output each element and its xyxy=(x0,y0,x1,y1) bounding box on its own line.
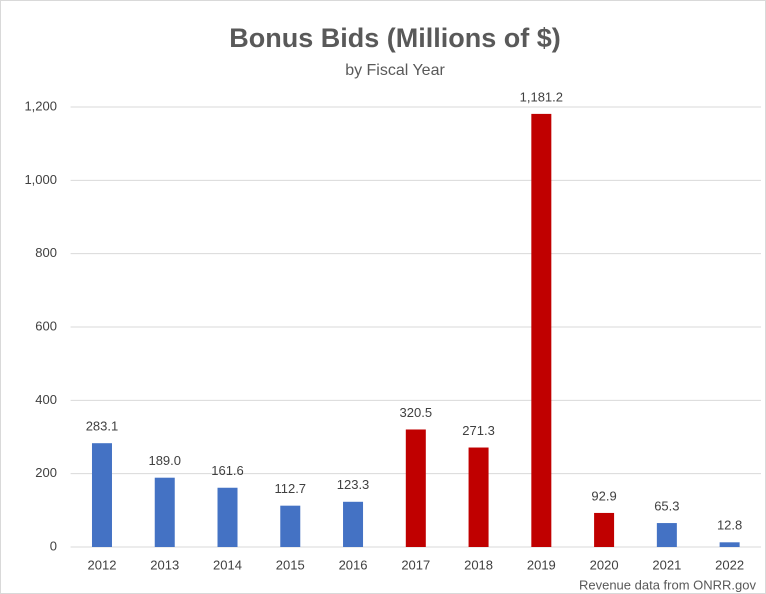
bar xyxy=(91,443,112,547)
x-tick-label: 2022 xyxy=(715,557,744,572)
y-tick-label: 800 xyxy=(35,245,57,260)
bar xyxy=(405,429,426,547)
x-tick-label: 2013 xyxy=(150,557,179,572)
data-label: 65.3 xyxy=(654,498,679,513)
x-tick-label: 2012 xyxy=(88,557,117,572)
x-tick-label: 2017 xyxy=(401,557,430,572)
source-note: Revenue data from ONRR.gov xyxy=(579,577,757,592)
y-tick-label: 400 xyxy=(35,392,57,407)
x-tick-label: 2019 xyxy=(527,557,556,572)
data-label: 320.5 xyxy=(400,405,433,420)
chart-title: Bonus Bids (Millions of $) xyxy=(229,23,561,53)
bar xyxy=(656,523,677,547)
bar xyxy=(217,487,238,547)
y-tick-label: 200 xyxy=(35,465,57,480)
y-tick-label: 1,200 xyxy=(24,98,57,113)
data-label: 161.6 xyxy=(211,463,244,478)
data-label: 92.9 xyxy=(591,488,616,503)
data-label: 123.3 xyxy=(337,477,370,492)
bar xyxy=(280,505,301,547)
y-tick-label: 600 xyxy=(35,318,57,333)
y-tick-label: 0 xyxy=(50,538,57,553)
bar xyxy=(343,501,364,547)
data-label: 189.0 xyxy=(148,453,181,468)
data-label: 283.1 xyxy=(86,419,119,434)
bar xyxy=(594,512,615,547)
data-label: 1,181.2 xyxy=(520,89,563,104)
x-tick-label: 2020 xyxy=(590,557,619,572)
x-tick-label: 2014 xyxy=(213,557,242,572)
data-label: 112.7 xyxy=(274,481,306,496)
x-tick-label: 2018 xyxy=(464,557,493,572)
bar xyxy=(719,542,740,547)
bar xyxy=(531,113,552,547)
chart-subtitle: by Fiscal Year xyxy=(345,62,445,79)
x-tick-label: 2021 xyxy=(652,557,681,572)
data-label: 12.8 xyxy=(717,518,742,533)
bar xyxy=(154,477,175,547)
x-tick-label: 2016 xyxy=(339,557,368,572)
data-label: 271.3 xyxy=(462,423,495,438)
x-tick-label: 2015 xyxy=(276,557,305,572)
y-tick-label: 1,000 xyxy=(24,172,57,187)
bar xyxy=(468,447,489,547)
